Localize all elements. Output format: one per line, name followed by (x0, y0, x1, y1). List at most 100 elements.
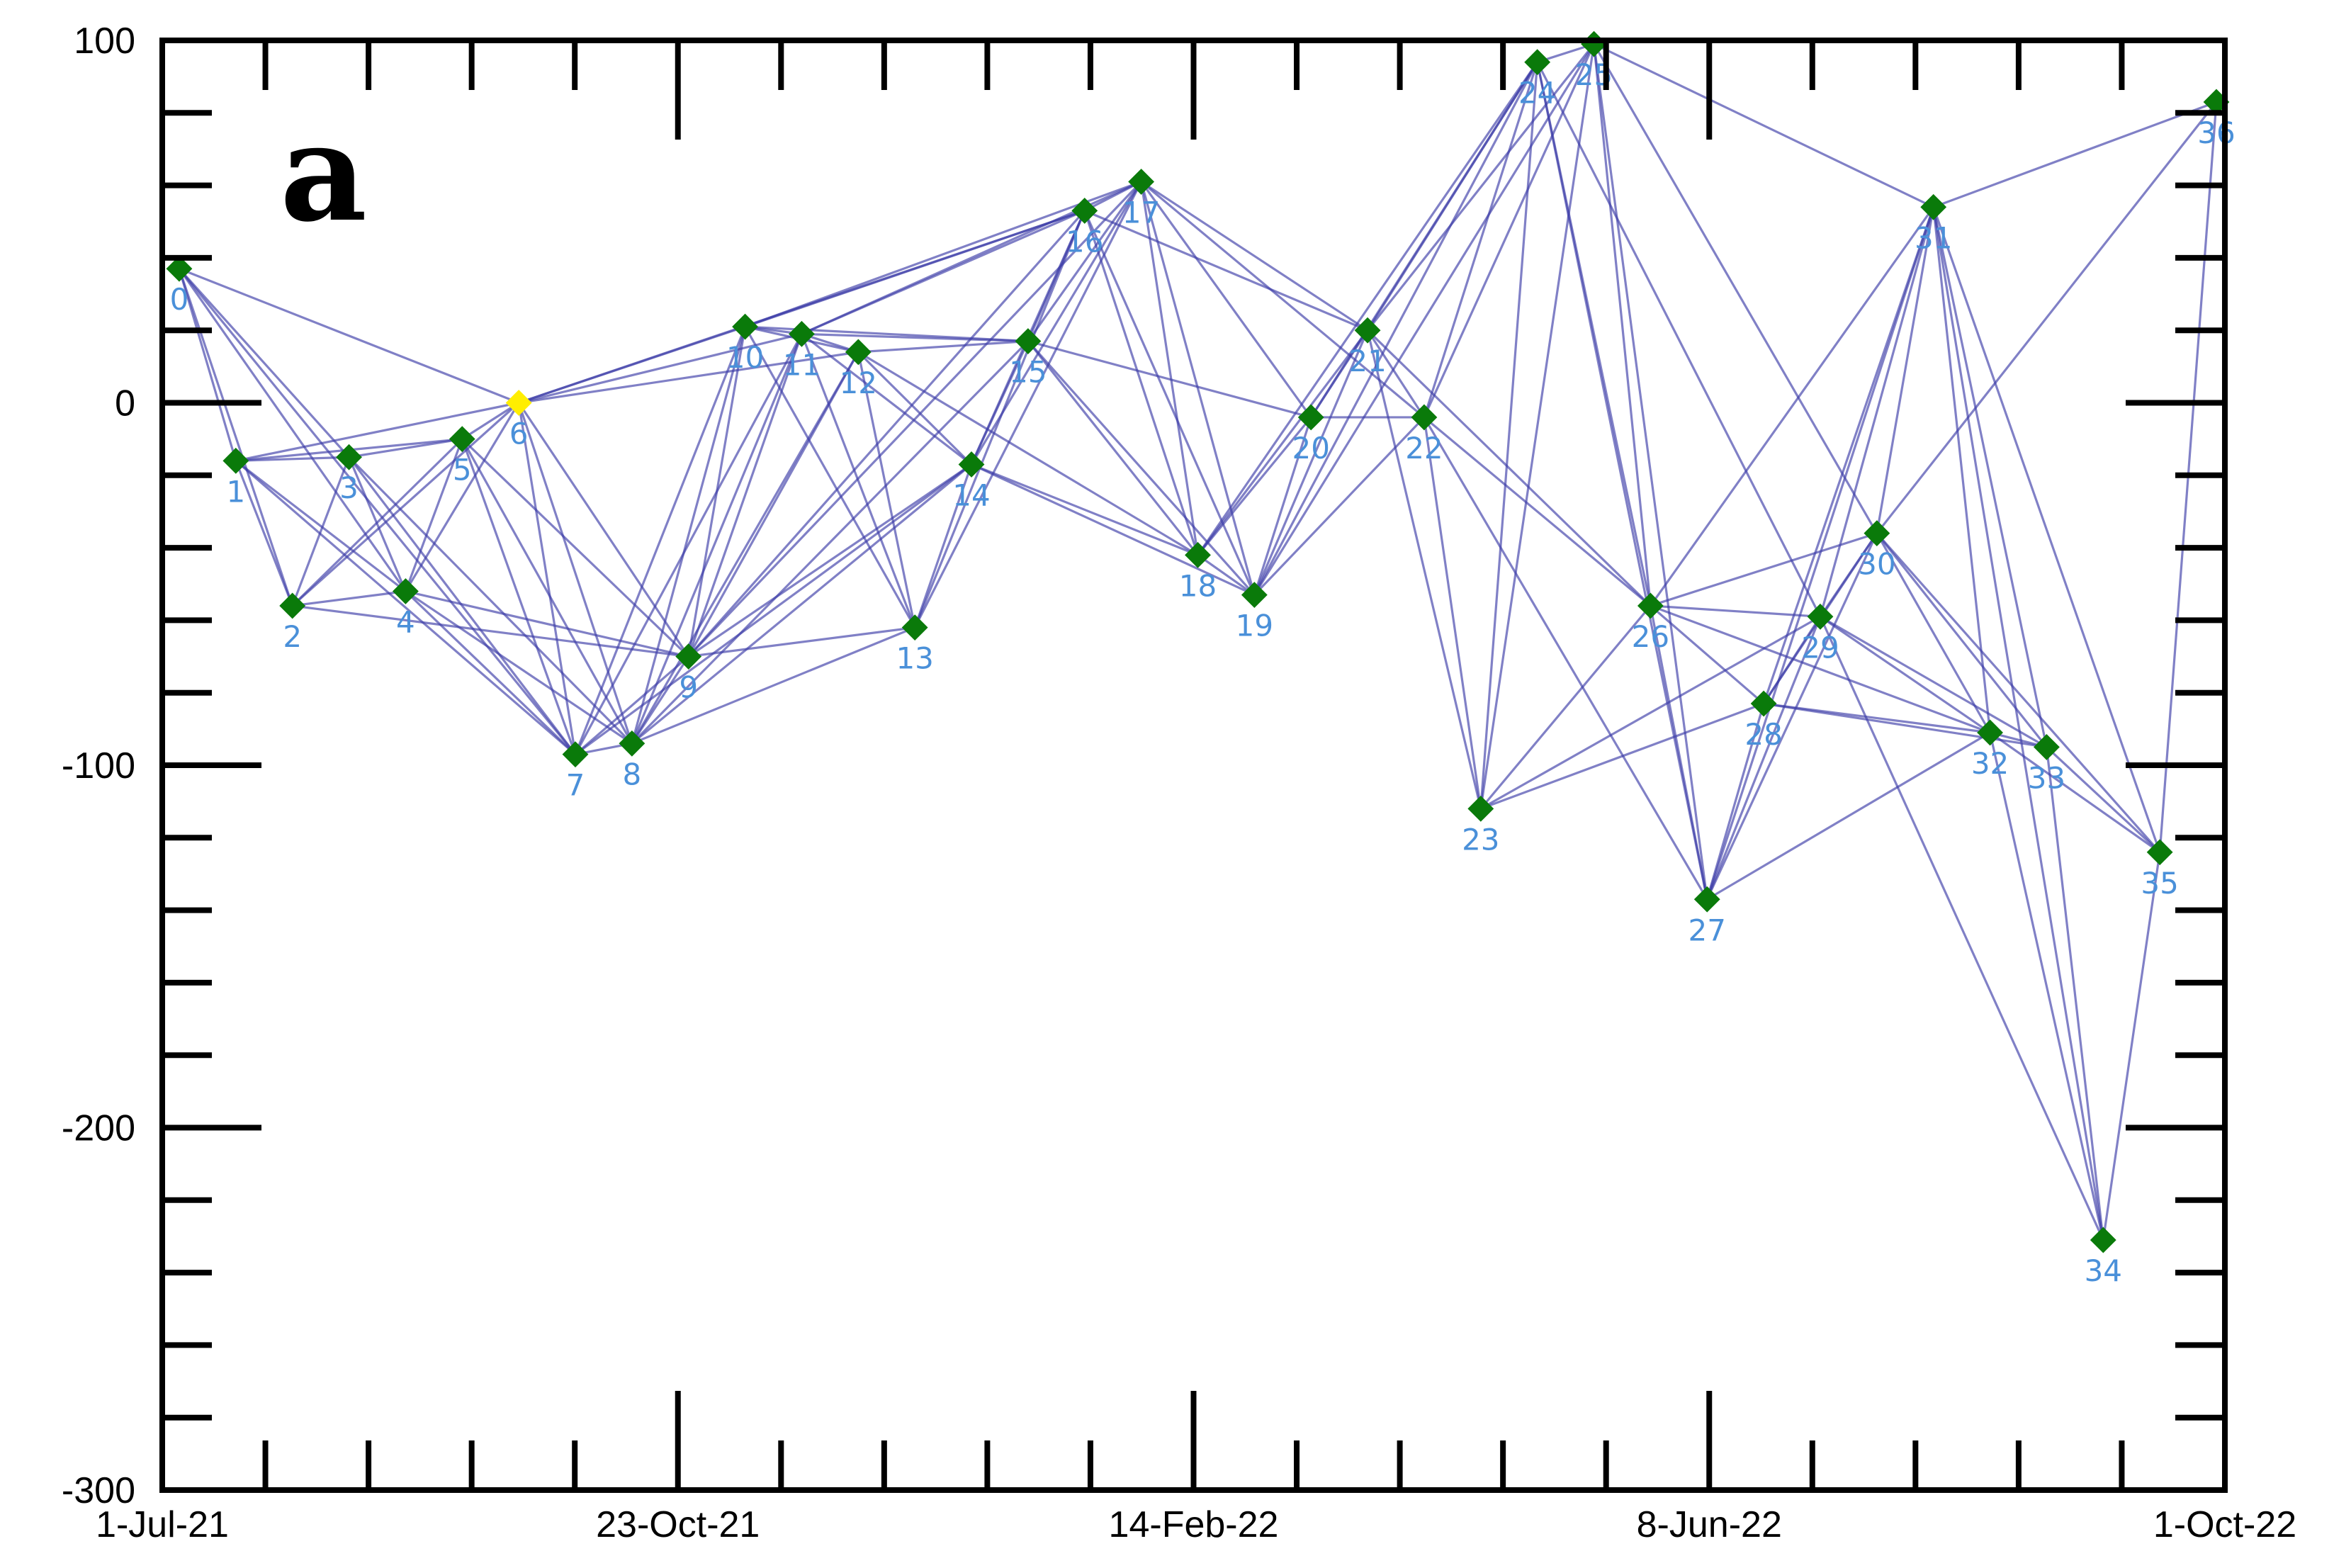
edge-3-5 (349, 438, 463, 458)
edge-7-11 (574, 333, 803, 755)
edge-32-35 (1989, 731, 2161, 854)
node-label-34: 34 (2085, 1253, 2122, 1288)
node-label-26: 26 (1632, 619, 1669, 654)
y-tick-label: -300 (62, 1470, 135, 1511)
node-10 (732, 313, 759, 340)
edge-3-8 (348, 456, 633, 745)
edge-12-14 (857, 351, 973, 466)
edge-8-15 (631, 340, 1030, 745)
edge-8-10 (631, 326, 747, 744)
edge-31-36 (1933, 101, 2217, 208)
edge-26-32 (1650, 604, 1991, 734)
edge-14-18 (971, 463, 1199, 556)
edge-14-17 (970, 181, 1142, 466)
edge-1-3 (235, 456, 349, 462)
node-26 (1637, 592, 1664, 619)
edge-16-18 (1083, 210, 1200, 555)
edge-27-32 (1706, 731, 1991, 901)
edge-11-14 (801, 333, 973, 466)
edge-26-28 (1650, 604, 1765, 705)
edge-25-27 (1592, 43, 1708, 900)
edge-16-19 (1083, 210, 1256, 596)
y-tick-label: -200 (62, 1108, 135, 1149)
panel-label: a (280, 94, 367, 252)
node-label-10: 10 (726, 340, 764, 375)
node-label-6: 6 (509, 417, 529, 451)
node-label-29: 29 (1801, 630, 1839, 665)
node-4 (392, 578, 419, 604)
y-tick-label: 0 (115, 383, 135, 424)
node-19 (1241, 582, 1268, 609)
edge-8-13 (631, 626, 915, 745)
edge-2-3 (291, 456, 351, 607)
node-label-20: 20 (1292, 431, 1329, 466)
edge-4-7 (405, 590, 577, 755)
edge-19-20 (1253, 417, 1312, 596)
edge-7-10 (574, 326, 747, 755)
edge-6-8 (517, 402, 633, 744)
edge-16-21 (1084, 209, 1368, 332)
node-label-16: 16 (1066, 224, 1103, 259)
edge-16-17 (1084, 181, 1142, 212)
edge-1-6 (235, 401, 519, 462)
edge-10-13 (744, 326, 916, 628)
edge-25-26 (1592, 43, 1652, 607)
edge-0-3 (178, 268, 350, 458)
edge-26-30 (1650, 532, 1878, 607)
node-label-0: 0 (170, 282, 189, 317)
edge-0-2 (178, 268, 294, 607)
edge-17-22 (1140, 181, 1425, 419)
node-7 (562, 741, 589, 768)
edge-24-29 (1536, 61, 1822, 618)
edge-27-29 (1706, 616, 1822, 900)
edge-33-34 (2045, 747, 2104, 1241)
edge-31-35 (1932, 206, 2161, 853)
node-2 (279, 592, 306, 619)
ticks-layer (162, 40, 2225, 1490)
edge-31-32 (1932, 207, 1992, 733)
edge-11-15 (801, 332, 1028, 343)
edge-31-33 (1932, 206, 2048, 748)
edge-21-25 (1366, 43, 1595, 332)
node-label-31: 31 (1915, 220, 1952, 255)
x-tick-label: 23-Oct-21 (596, 1504, 760, 1545)
x-tick-label: 1-Oct-22 (2153, 1504, 2296, 1545)
edge-27-30 (1706, 532, 1878, 900)
node-label-7: 7 (566, 768, 585, 803)
edge-25-31 (1593, 43, 1934, 208)
edge-9-11 (687, 333, 803, 658)
edge-9-10 (687, 326, 747, 657)
edge-18-24 (1197, 61, 1538, 556)
edge-9-17 (687, 181, 1142, 658)
edge-27-28 (1706, 703, 1765, 900)
edge-22-27 (1423, 417, 1708, 901)
edge-15-19 (1027, 340, 1256, 596)
edge-19-21 (1253, 329, 1369, 596)
node-label-8: 8 (622, 757, 641, 791)
edge-29-34 (1819, 616, 2104, 1241)
edge-30-33 (1876, 532, 2048, 748)
node-15 (1015, 328, 1042, 354)
edge-6-7 (517, 402, 577, 755)
edge-9-14 (687, 463, 972, 658)
edge-22-25 (1423, 43, 1595, 418)
node-28 (1750, 690, 1777, 717)
edge-19-22 (1253, 416, 1426, 596)
node-20 (1297, 404, 1324, 431)
node-6 (505, 390, 532, 416)
node-label-21: 21 (1348, 344, 1386, 378)
edge-18-21 (1197, 329, 1369, 556)
edge-1-7 (235, 460, 577, 755)
edge-26-27 (1649, 605, 1708, 900)
edge-26-29 (1650, 604, 1821, 618)
edge-7-9 (574, 655, 689, 755)
edge-8-12 (631, 351, 859, 745)
edge-9-13 (688, 626, 915, 658)
edge-15-16 (1027, 210, 1086, 342)
edge-19-24 (1253, 61, 1539, 596)
edge-23-24 (1479, 62, 1539, 809)
node-label-35: 35 (2141, 866, 2178, 901)
edge-30-32 (1876, 532, 1991, 733)
edge-10-17 (745, 180, 1142, 328)
edge-3-7 (348, 456, 577, 755)
